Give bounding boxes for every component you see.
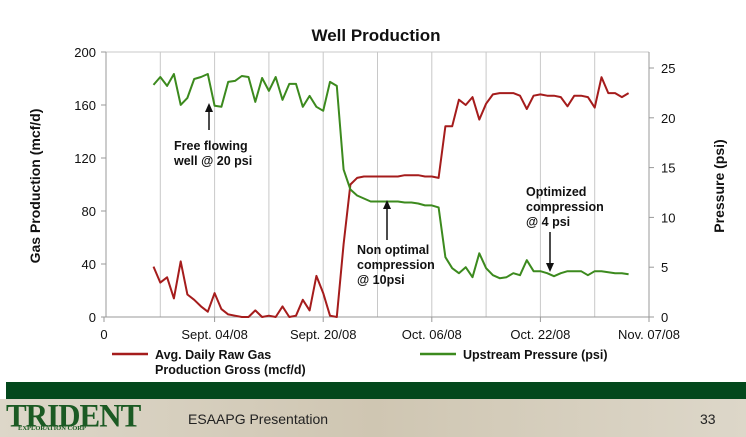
x-tick-label: Sept. 20/08 (290, 327, 357, 342)
y-tick-label: 200 (74, 45, 96, 60)
gas-production-line (152, 76, 630, 318)
trident-logo: TRIDENT EXPLORATION CORP (6, 397, 141, 435)
legend-label-gas-2: Production Gross (mcf/d) (155, 363, 306, 377)
annotation-text: @ 10psi (357, 273, 405, 287)
footer (0, 399, 746, 437)
x-tick-label: Sept. 04/08 (181, 327, 248, 342)
x-tick-label: 0 (100, 327, 107, 342)
pressure-line (152, 73, 629, 280)
y-axis-label: Gas Production (mcf/d) (27, 109, 43, 264)
presentation-title: ESAAPG Presentation (188, 411, 329, 427)
x-tick-label: Oct. 22/08 (510, 327, 570, 342)
annotation-text: well @ 20 psi (173, 154, 252, 168)
page-number: 33 (700, 411, 716, 427)
y2-tick-label: 5 (661, 260, 668, 275)
y-tick-label: 120 (74, 151, 96, 166)
legend-label-gas-1: Avg. Daily Raw Gas (155, 348, 271, 362)
chart-title: Well Production (311, 26, 440, 45)
arrow-head-icon (205, 103, 213, 112)
annotation-text: Optimized (526, 185, 586, 199)
annotation-text: @ 4 psi (526, 215, 570, 229)
y2-tick-label: 25 (661, 61, 675, 76)
arrow-head-icon (546, 263, 554, 272)
logo-subtext: EXPLORATION CORP (18, 425, 86, 432)
x-tick-label: Oct. 06/08 (402, 327, 462, 342)
y2-axis-label: Pressure (psi) (711, 139, 727, 232)
y-tick-label: 0 (89, 310, 96, 325)
annotation-text: Non optimal (357, 243, 429, 257)
y-tick-label: 160 (74, 98, 96, 113)
y-tick-label: 40 (82, 257, 96, 272)
annotation-text: Free flowing (174, 139, 248, 153)
y-tick-label: 80 (82, 204, 96, 219)
y2-tick-label: 0 (661, 310, 668, 325)
annotation-text: compression (357, 258, 435, 272)
y2-tick-label: 10 (661, 210, 675, 225)
logo-wordmark: TRIDENT (6, 397, 141, 434)
legend-label-pressure: Upstream Pressure (psi) (463, 348, 608, 362)
y2-tick-label: 15 (661, 161, 675, 176)
arrow-head-icon (383, 200, 391, 209)
annotation-text: compression (526, 200, 604, 214)
y2-tick-label: 20 (661, 111, 675, 126)
footer-band (6, 382, 746, 399)
x-tick-label: Nov. 07/08 (618, 327, 680, 342)
